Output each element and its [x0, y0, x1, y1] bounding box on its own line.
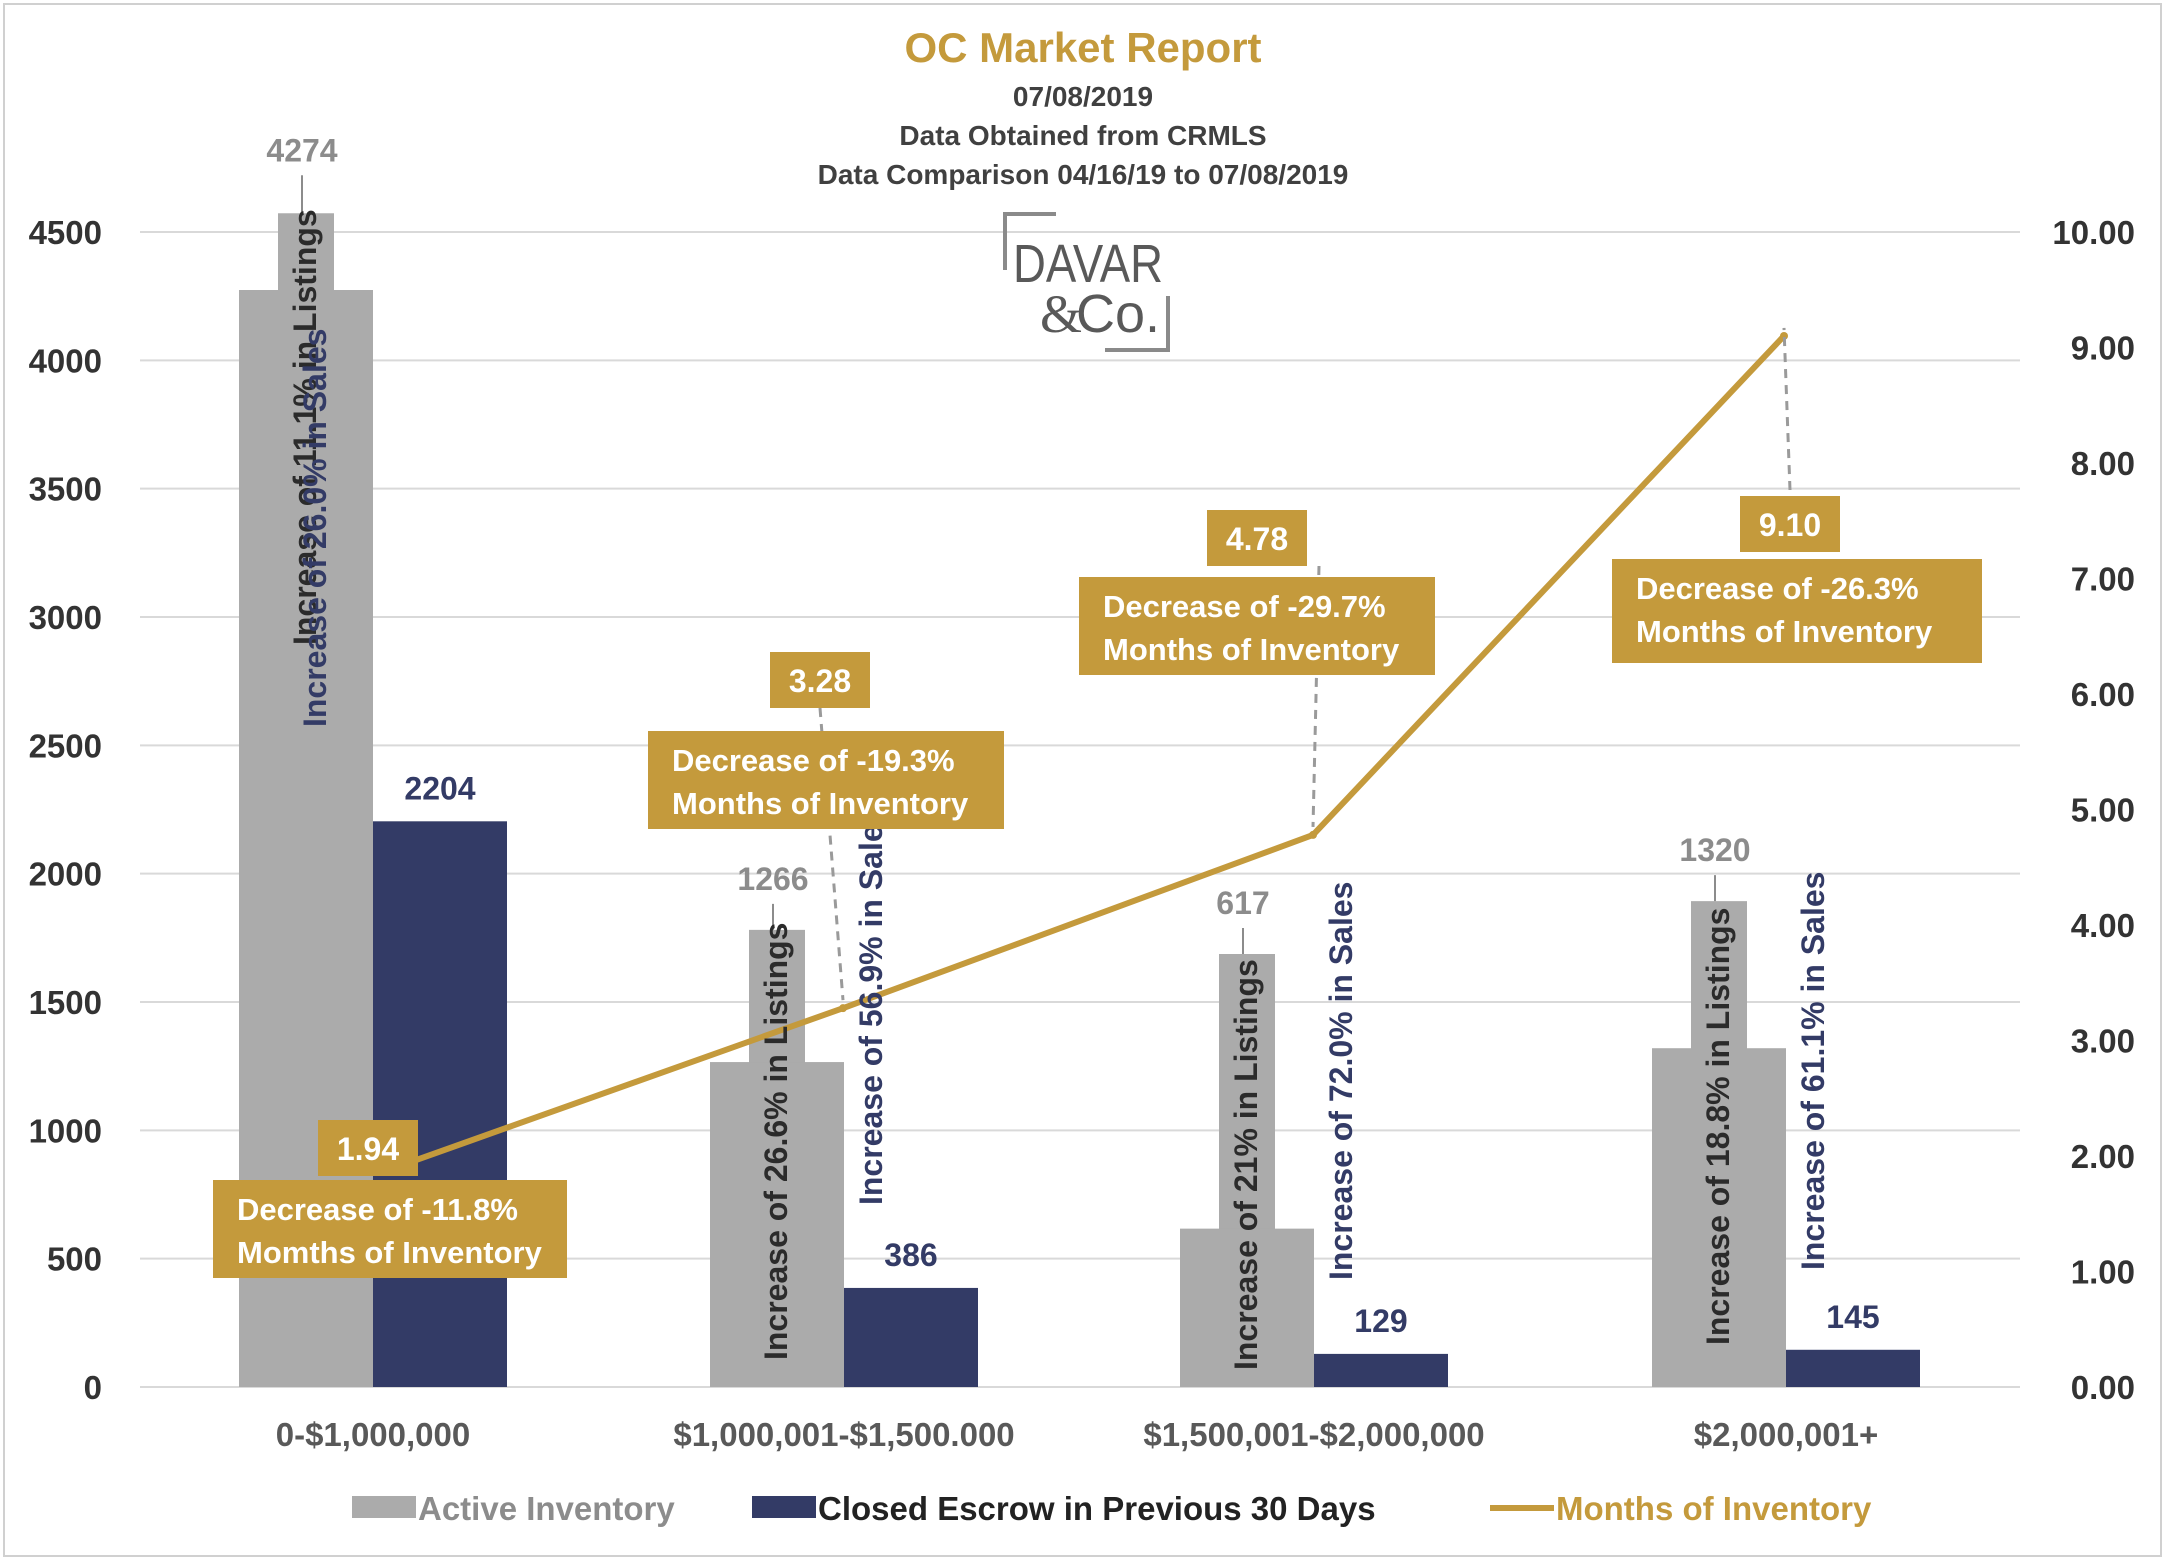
- legend-label-active: Active Inventory: [418, 1490, 675, 1527]
- active-change-annotation: Increase of 18.8% in Listings: [1700, 908, 1736, 1345]
- report-date: 07/08/2019: [1013, 81, 1153, 112]
- closed-value-label: 386: [884, 1237, 937, 1273]
- y2-tick-label: 4.00: [2071, 907, 2135, 944]
- closed-change-annotation: Increase of 72.0% in Sales: [1323, 882, 1359, 1280]
- legend-swatch-active: [352, 1496, 416, 1518]
- y2-tick-label: 3.00: [2071, 1023, 2135, 1060]
- y2-tick-label: 7.00: [2071, 561, 2135, 598]
- closed-value-label: 129: [1354, 1303, 1407, 1339]
- y-tick-label: 2000: [29, 856, 102, 893]
- x-category-label: 0-$1,000,000: [276, 1416, 471, 1453]
- months-value-label: 1.94: [337, 1131, 399, 1167]
- active-change-annotation: Increase of 21% in Listings: [1228, 959, 1264, 1370]
- months-change-line2: Months of Inventory: [672, 786, 969, 821]
- y2-tick-label: 6.00: [2071, 676, 2135, 713]
- y-tick-label: 2500: [29, 727, 102, 764]
- active-change-annotation: Increase of 11.1% in Listings: [287, 209, 323, 645]
- logo-bracket-top-left: [1003, 212, 1056, 270]
- months-line: [404, 331, 1788, 1167]
- months-change-line2: Momths of Inventory: [237, 1235, 543, 1270]
- y2-tick-label: 9.00: [2071, 330, 2135, 367]
- legend-label-closed: Closed Escrow in Previous 30 Days: [818, 1490, 1376, 1527]
- active-value-label: 617: [1216, 885, 1269, 921]
- active-value-label: 1266: [737, 861, 808, 897]
- x-category-label: $1,500,001-$2,000,000: [1143, 1416, 1484, 1453]
- months-change-box: [1079, 577, 1435, 675]
- months-value-leader: [1311, 565, 1321, 827]
- closed-escrow-bar: [373, 821, 507, 1387]
- closed-escrow-bar: [844, 1287, 978, 1387]
- chart-title: OC Market Report: [904, 24, 1261, 71]
- active-change-annotation: Increase of 26.6% in Listings: [758, 923, 794, 1360]
- y2-tick-label: 2.00: [2071, 1138, 2135, 1175]
- legend-swatch-closed: [752, 1496, 816, 1518]
- closed-escrow-bar: [1314, 1353, 1448, 1387]
- months-change-line1: Decrease of -26.3%: [1636, 571, 1919, 606]
- y-tick-label: 500: [47, 1241, 102, 1278]
- logo-line1: DAVAR: [1013, 234, 1163, 294]
- months-change-line1: Decrease of -11.8%: [237, 1192, 518, 1227]
- chart-header: OC Market Report 07/08/2019 Data Obtaine…: [818, 24, 1349, 190]
- months-change-line2: Months of Inventory: [1636, 614, 1933, 649]
- logo-ampersand: &: [1040, 284, 1082, 344]
- x-category-label: $2,000,001+: [1694, 1416, 1878, 1453]
- y-tick-label: 4000: [29, 342, 102, 379]
- active-value-label: 1320: [1679, 832, 1750, 868]
- months-change-box: [1612, 559, 1982, 663]
- y-tick-label: 3000: [29, 599, 102, 636]
- active-value-label: 4274: [266, 132, 337, 168]
- months-of-inventory-line: [406, 333, 1787, 1166]
- active-inventory-bar: [710, 1062, 844, 1387]
- months-value-badge: [318, 1120, 418, 1176]
- closed-change-annotation: Increase of 61.1% in Sales: [1795, 872, 1831, 1270]
- months-value-badge: [770, 652, 870, 708]
- legend: Active Inventory Closed Escrow in Previou…: [352, 1490, 1872, 1527]
- axes: 0 500 1000 1500 2000 2500 3000 3500 4000 4500 0.00…: [29, 214, 2135, 1453]
- data-source: Data Obtained from CRMLS: [899, 120, 1266, 151]
- months-value-badge: [1740, 496, 1840, 552]
- legend-label-months: Months of Inventory: [1556, 1490, 1872, 1527]
- y-tick-label: 3500: [29, 471, 102, 508]
- y-tick-label: 1500: [29, 984, 102, 1021]
- y2-tick-label: 10.00: [2052, 214, 2135, 251]
- closed-escrow-bar: [1786, 1349, 1920, 1387]
- y-tick-label: 0: [84, 1369, 102, 1406]
- months-point: [1780, 331, 1788, 340]
- months-change-line1: Decrease of -19.3%: [672, 743, 955, 778]
- months-value-label: 3.28: [789, 663, 851, 699]
- davar-co-logo: DAVAR & Co.: [1003, 212, 1170, 352]
- months-point: [839, 1004, 847, 1013]
- closed-value-label: 2204: [404, 770, 475, 806]
- y-tick-label: 4500: [29, 214, 102, 251]
- active-inventory-bar: [1180, 1228, 1314, 1387]
- months-change-box: [648, 731, 1004, 829]
- closed-change-annotation: Increase of 56.9% in Sales: [853, 807, 889, 1205]
- y2-tick-label: 5.00: [2071, 792, 2135, 829]
- months-point: [1309, 830, 1317, 839]
- months-value-leader: [1782, 327, 1792, 491]
- months-value-label: 4.78: [1226, 521, 1288, 557]
- closed-change-annotation: Increase of 26.0% in Sales: [297, 329, 333, 727]
- months-change-box: [213, 1180, 567, 1278]
- y2-tick-label: 0.00: [2071, 1369, 2135, 1406]
- logo-bracket-bottom-right: [1105, 296, 1170, 352]
- closed-value-label: 145: [1826, 1299, 1879, 1335]
- x-category-label: $1,000,001-$1,500.000: [673, 1416, 1014, 1453]
- months-change-line1: Decrease of -29.7%: [1103, 589, 1386, 624]
- y2-tick-label: 8.00: [2071, 445, 2135, 482]
- months-value-badge: [1207, 510, 1307, 566]
- y-tick-label: 1000: [29, 1112, 102, 1149]
- active-inventory-bar: [1652, 1048, 1786, 1387]
- logo-line2: Co.: [1076, 284, 1160, 344]
- data-comparison: Data Comparison 04/16/19 to 07/08/2019: [818, 159, 1349, 190]
- y2-tick-label: 1.00: [2071, 1254, 2135, 1291]
- months-value-label: 9.10: [1759, 507, 1821, 543]
- months-change-line2: Months of Inventory: [1103, 632, 1400, 667]
